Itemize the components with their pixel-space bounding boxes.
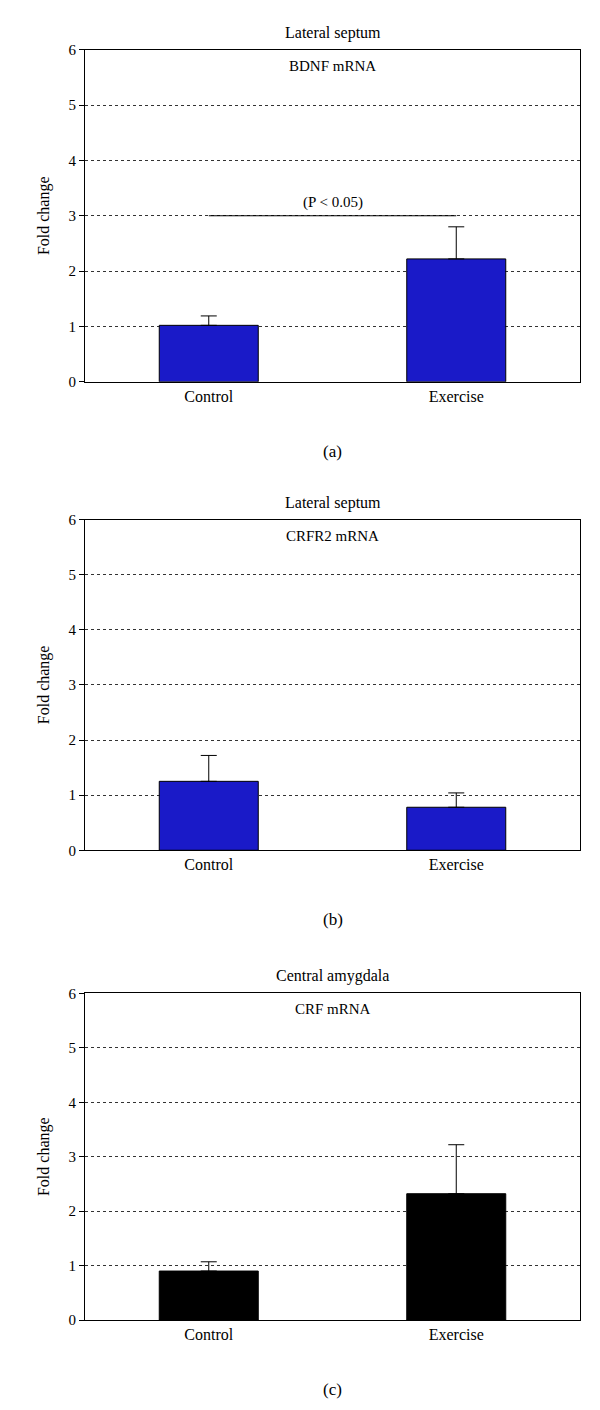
svg-text:4: 4 (69, 622, 77, 638)
svg-text:CRFR2 mRNA: CRFR2 mRNA (286, 528, 379, 544)
svg-text:4: 4 (69, 153, 77, 169)
svg-text:5: 5 (69, 97, 77, 113)
svg-text:Control: Control (184, 388, 233, 405)
svg-text:(a): (a) (323, 442, 342, 461)
svg-text:6: 6 (69, 42, 77, 58)
svg-text:2: 2 (69, 263, 77, 279)
svg-text:1: 1 (69, 319, 77, 335)
svg-text:Control: Control (184, 856, 233, 873)
svg-text:3: 3 (69, 1149, 77, 1165)
svg-text:0: 0 (69, 1312, 77, 1328)
svg-text:5: 5 (69, 567, 77, 583)
svg-text:1: 1 (69, 787, 77, 803)
svg-text:Fold change: Fold change (35, 646, 53, 725)
svg-text:2: 2 (69, 732, 77, 748)
svg-text:0: 0 (69, 374, 77, 390)
svg-text:(P < 0.05): (P < 0.05) (303, 194, 363, 211)
svg-text:5: 5 (69, 1040, 77, 1056)
svg-text:6: 6 (69, 986, 77, 1002)
svg-text:Exercise: Exercise (429, 856, 484, 873)
svg-text:(c): (c) (323, 1380, 342, 1399)
svg-text:Fold change: Fold change (35, 176, 53, 255)
svg-text:Exercise: Exercise (429, 388, 484, 405)
svg-text:3: 3 (69, 208, 77, 224)
svg-text:3: 3 (69, 677, 77, 693)
svg-text:Fold change: Fold change (35, 1117, 53, 1196)
svg-text:(b): (b) (323, 910, 343, 929)
svg-text:2: 2 (69, 1203, 77, 1219)
svg-text:Central amygdala: Central amygdala (276, 967, 389, 985)
svg-text:BDNF mRNA: BDNF mRNA (289, 58, 376, 74)
svg-text:Exercise: Exercise (429, 1326, 484, 1343)
svg-text:Lateral septum: Lateral septum (285, 24, 381, 42)
svg-text:1: 1 (69, 1258, 77, 1274)
svg-text:CRF mRNA: CRF mRNA (295, 1001, 371, 1017)
svg-text:6: 6 (69, 512, 77, 528)
svg-text:Control: Control (184, 1326, 233, 1343)
svg-text:Lateral septum: Lateral septum (285, 494, 381, 512)
svg-text:0: 0 (69, 843, 77, 859)
svg-text:4: 4 (69, 1095, 77, 1111)
